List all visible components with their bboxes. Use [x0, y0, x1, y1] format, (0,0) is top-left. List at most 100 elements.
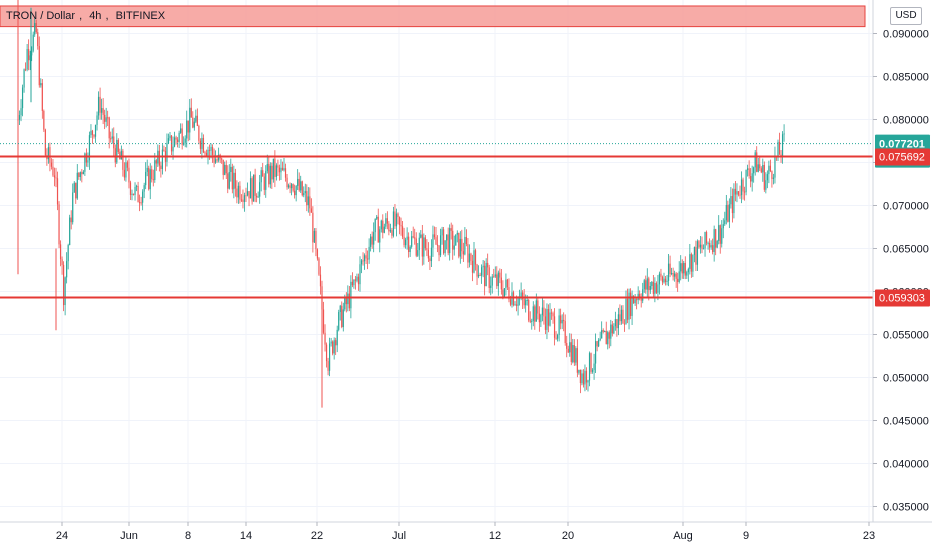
- candle-body: [148, 167, 150, 190]
- candle-body: [196, 115, 198, 126]
- candle-body: [432, 234, 434, 248]
- candle-body: [709, 243, 711, 248]
- candle-body: [712, 245, 714, 253]
- candle-body: [470, 253, 472, 261]
- candle-body: [371, 236, 373, 245]
- candle-body: [687, 268, 689, 273]
- candle-body: [462, 251, 464, 255]
- candle-body: [91, 130, 94, 135]
- candle-body: [102, 108, 104, 115]
- candle-body: [494, 274, 496, 277]
- candle-body: [636, 299, 638, 301]
- candle-body: [167, 138, 170, 144]
- candle-body: [81, 172, 83, 175]
- candle-body: [693, 247, 695, 255]
- candle-body: [671, 273, 673, 275]
- candle-body: [123, 169, 125, 178]
- candle-body: [648, 278, 650, 291]
- candle-body: [388, 223, 390, 232]
- candle-body: [239, 185, 241, 200]
- candle-body: [327, 361, 329, 371]
- candle-body: [367, 258, 369, 260]
- candle-body: [573, 345, 575, 363]
- candle-body: [643, 280, 645, 290]
- candle-body: [452, 230, 454, 250]
- candle-body: [61, 259, 63, 265]
- candle-body: [225, 164, 227, 174]
- candle-body: [745, 169, 747, 193]
- resistance-zone-rect: [0, 5, 866, 28]
- candle-body: [377, 216, 379, 243]
- horizontal-lines[interactable]: [0, 143, 873, 299]
- candle-body: [771, 171, 773, 179]
- candle-body: [435, 237, 437, 245]
- candle-body: [429, 258, 431, 262]
- candle-body: [742, 179, 744, 192]
- candle-body: [724, 220, 726, 225]
- candle-body: [733, 188, 735, 214]
- candle-body: [617, 314, 619, 329]
- candle-body: [780, 154, 782, 156]
- candle-body: [532, 306, 534, 321]
- candle-body: [180, 128, 182, 133]
- candle-body: [398, 216, 401, 226]
- candle-body: [537, 300, 539, 314]
- candle-body: [406, 236, 408, 240]
- candle-body: [122, 150, 124, 170]
- candle-body: [699, 244, 702, 248]
- candle-body: [41, 83, 43, 111]
- candle-body: [576, 348, 578, 373]
- candle-body: [710, 245, 712, 248]
- candle-body: [99, 96, 101, 113]
- candle-body: [608, 332, 610, 339]
- candle-body: [756, 152, 758, 172]
- candle-body: [93, 134, 95, 137]
- candle-body: [766, 174, 768, 181]
- candle-body: [316, 249, 319, 259]
- y-tick-label: 0.035000: [883, 502, 929, 514]
- candle-body: [18, 115, 21, 120]
- candle-body: [634, 299, 636, 304]
- time-axis[interactable]: 24 Jun 8 14 22 Jul 12 20 Aug 9 23: [0, 521, 932, 542]
- candle-body: [658, 273, 661, 285]
- candle-body: [345, 296, 347, 305]
- candle-body: [496, 274, 498, 287]
- line-price-label: 0.075692: [879, 151, 925, 163]
- candle-body: [362, 260, 364, 262]
- resistance-zone[interactable]: [0, 5, 866, 28]
- candle-body: [488, 267, 490, 288]
- candle-body: [63, 264, 65, 306]
- candle-body: [286, 177, 288, 188]
- candle-body: [531, 320, 533, 322]
- price-axis[interactable]: 0.035000 0.040000 0.045000 0.050000 0.055000…: [872, 0, 929, 522]
- candle-body: [535, 300, 537, 322]
- candle-body: [161, 149, 163, 170]
- candle-body: [707, 243, 709, 245]
- candle-body: [313, 230, 315, 243]
- candle-body: [87, 160, 89, 163]
- candle-body: [347, 293, 349, 305]
- candle-body: [207, 149, 209, 156]
- candle-body: [421, 234, 423, 257]
- candle-body: [672, 273, 674, 277]
- y-tick-label: 0.045000: [883, 416, 929, 428]
- last-price-label: 0.077201: [879, 139, 925, 151]
- candle-body: [468, 253, 471, 263]
- candle-body: [473, 250, 475, 273]
- candle-body: [268, 163, 270, 185]
- candle-body: [382, 220, 384, 233]
- candle-body: [503, 288, 505, 297]
- candle-body: [383, 226, 385, 233]
- candle-body: [739, 194, 741, 196]
- candle-body: [740, 179, 743, 196]
- x-tick-label: 20: [562, 530, 574, 542]
- candle-body: [783, 133, 785, 135]
- currency-button[interactable]: USD: [890, 7, 922, 25]
- candle-body: [253, 174, 255, 202]
- candle-body: [558, 315, 560, 336]
- candle-body: [446, 234, 448, 241]
- candle-body: [747, 168, 749, 170]
- candle-body: [748, 168, 750, 177]
- candle-body: [342, 309, 344, 328]
